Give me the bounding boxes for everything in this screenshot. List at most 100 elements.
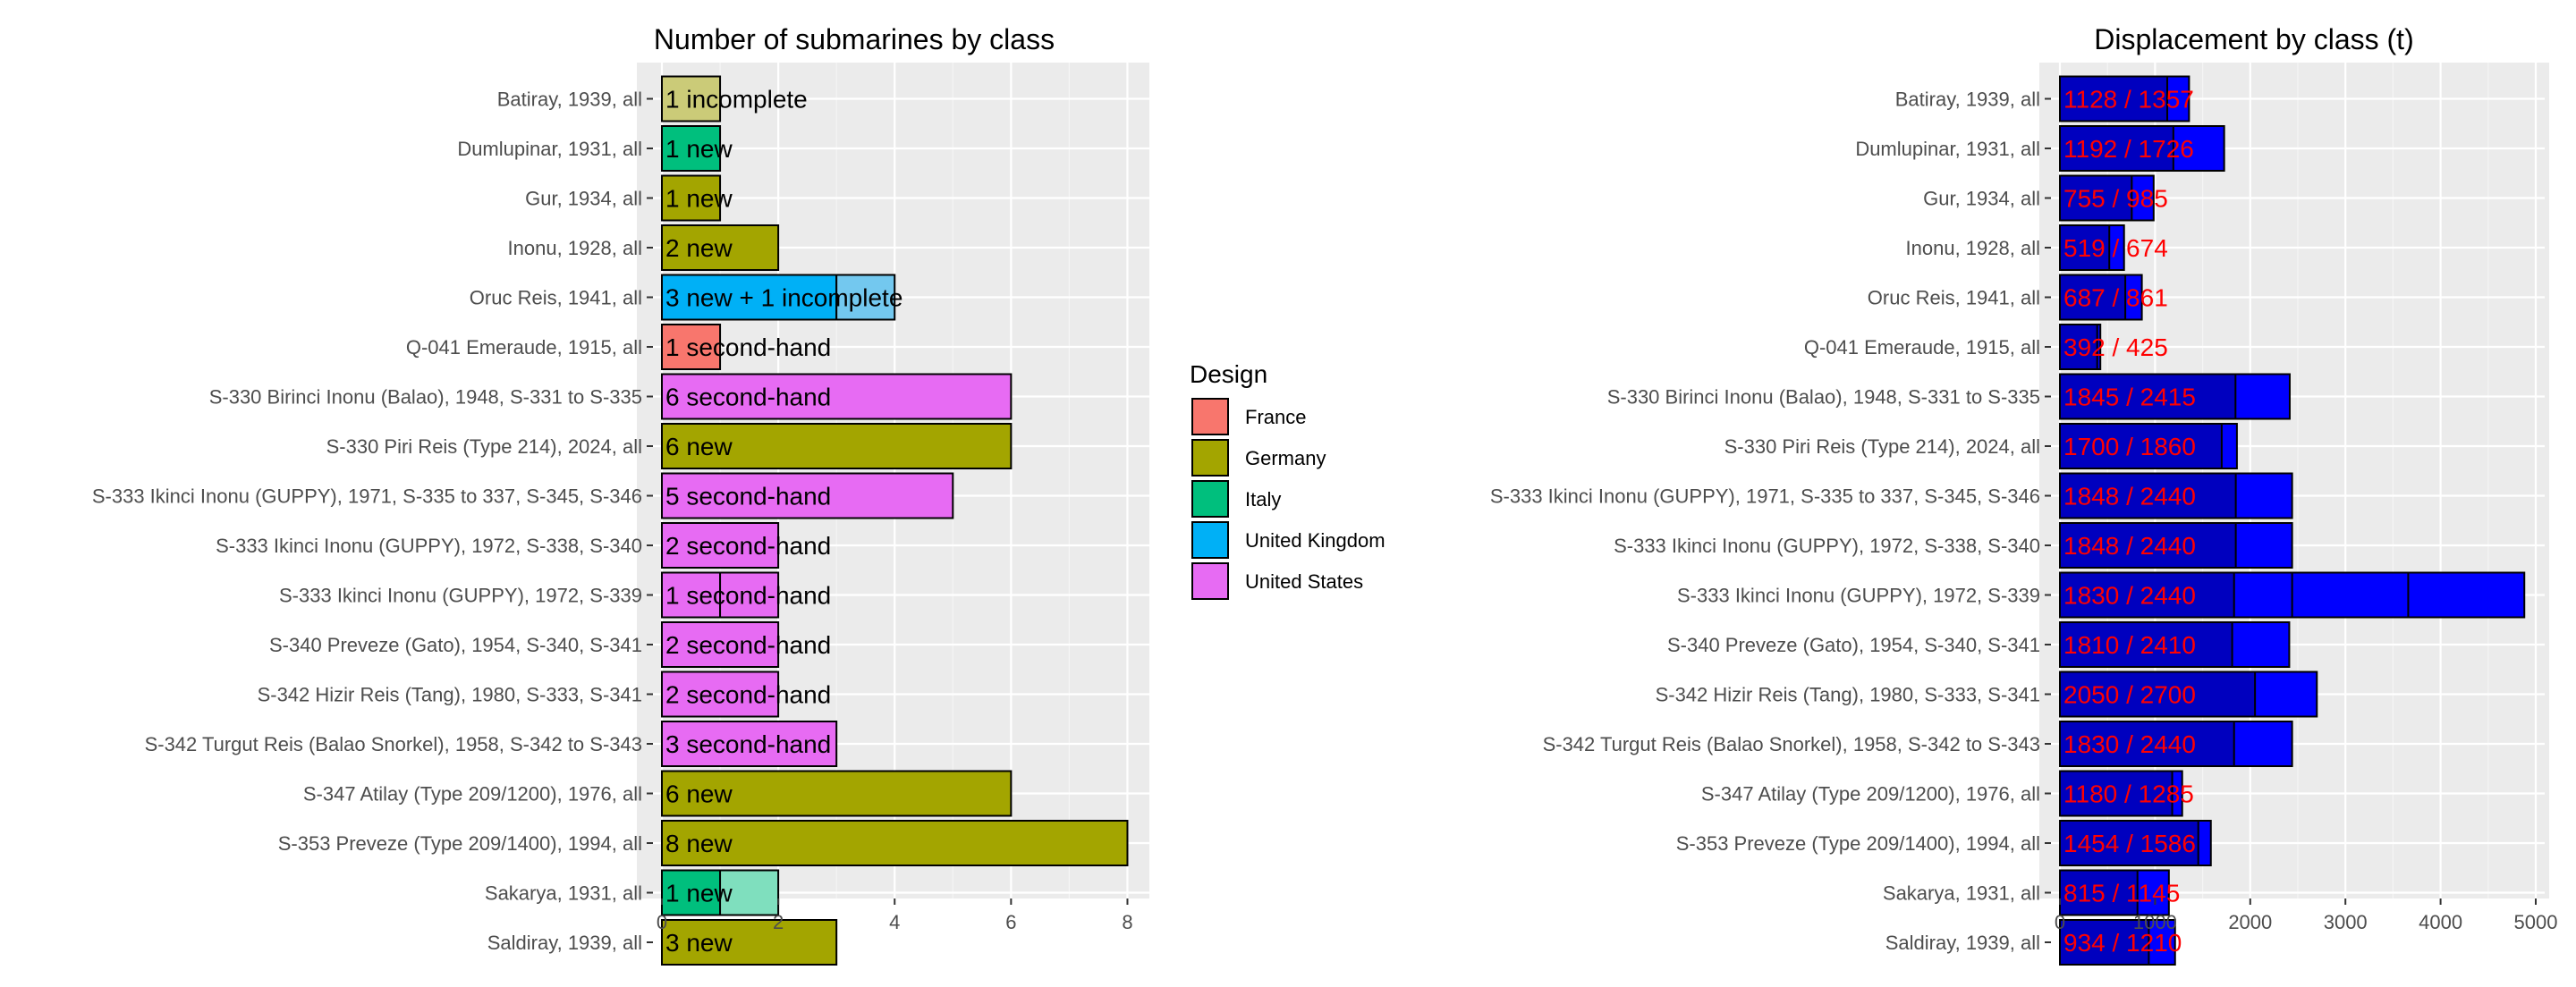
chart2-bar-labels: 1128 / 1357 1192 / 1726 755 / 985 519 / 674…	[2063, 86, 2196, 957]
c1-bar-label: 6 new	[665, 433, 733, 460]
c1-category-label: S-342 Hizir Reis (Tang), 1980, S-333, S-…	[258, 684, 642, 706]
c1-category-label: Q-041 Emeraude, 1915, all	[406, 336, 642, 359]
c1-bar-label: 2 second-hand	[665, 532, 831, 560]
c1-bar-label: 2 second-hand	[665, 631, 831, 659]
c1-bar-label: 1 new	[665, 880, 733, 907]
c2-category-label: S-330 Birinci Inonu (Balao), 1948, S-331…	[1607, 386, 2040, 409]
c2-bar-label: 1128 / 1357	[2063, 86, 2194, 114]
c1-category-label: Dumlupinar, 1931, all	[457, 138, 642, 160]
legend-swatch	[1191, 480, 1229, 518]
c2-bar-surfaced	[2059, 522, 2237, 569]
c2-bar-surfaced	[2059, 869, 2139, 916]
c1-bar	[661, 571, 722, 619]
chart1-category-labels: Batiray, 1939, all Dumlupinar, 1931, all G…	[92, 89, 653, 954]
c2-bar-label: 755 / 985	[2063, 185, 2168, 213]
c1-bar-label: 2 second-hand	[665, 681, 831, 709]
c1-bar	[661, 75, 722, 122]
chart2-category-labels: Batiray, 1939, all Dumlupinar, 1931, all G…	[1490, 89, 2051, 954]
c2-tick-label: 0	[2055, 911, 2065, 933]
c1-bar	[661, 472, 954, 519]
c2-category-label: Q-041 Emeraude, 1915, all	[1804, 336, 2040, 359]
c1-bar-label: 8 new	[665, 830, 733, 857]
c1-bar-label: 3 second-hand	[665, 730, 831, 758]
c1-bar	[661, 324, 722, 370]
c2-category-label: Gur, 1934, all	[1923, 188, 2040, 210]
c1-category-label: Saldiray, 1939, all	[487, 932, 642, 954]
c2-category-label: S-342 Hizir Reis (Tang), 1980, S-333, S-…	[1656, 684, 2040, 706]
c1-category-label: S-353 Preveze (Type 209/1400), 1994, all	[278, 832, 642, 855]
c1-bar	[661, 522, 780, 569]
c1-bar	[661, 919, 838, 966]
c1-bar	[661, 423, 1013, 469]
chart2-x-ticks: 0 1000 2000 3000 4000 5000	[2055, 898, 2557, 933]
c1-bar-label: 1 second-hand	[665, 582, 831, 610]
c1-bar-label: 3 new + 1 incomplete	[665, 284, 902, 312]
c2-bar-surfaced	[2059, 174, 2133, 222]
c1-category-label: S-333 Ikinci Inonu (GUPPY), 1971, S-335 …	[92, 485, 642, 508]
c2-category-label: Dumlupinar, 1931, all	[1855, 138, 2040, 160]
chart1-grid	[653, 63, 1154, 944]
chart-displacement: Displacement by class (t) 1128 / 1357 119…	[1490, 23, 2557, 966]
c1-tick-label: 0	[657, 911, 667, 933]
c1-category-label: Inonu, 1928, all	[508, 237, 642, 259]
c2-bar-label: 1192 / 1726	[2063, 135, 2194, 163]
c1-category-label: S-333 Ikinci Inonu (GUPPY), 1972, S-338,…	[216, 535, 642, 557]
c2-bar-label: 2050 / 2700	[2063, 681, 2196, 709]
c2-bar-label: 815 / 1145	[2063, 880, 2180, 907]
c2-bar-surfaced	[2059, 721, 2235, 767]
c2-category-label: S-353 Preveze (Type 209/1400), 1994, all	[1676, 832, 2040, 855]
c1-bar	[661, 274, 838, 321]
c2-category-label: Sakarya, 1931, all	[1883, 882, 2040, 905]
c1-bar	[661, 671, 780, 718]
c1-bar	[661, 820, 1129, 866]
c2-bar-surfaced	[2059, 472, 2237, 519]
legend-swatch	[1191, 521, 1229, 559]
c1-bar-label: 6 second-hand	[665, 384, 831, 411]
c1-bar-label: 5 second-hand	[665, 483, 831, 510]
chart2-bars	[2059, 75, 2526, 966]
c1-tick-label: 6	[1005, 911, 1016, 933]
c1-category-label: S-347 Atilay (Type 209/1200), 1976, all	[303, 783, 642, 806]
c1-bar-label: 1 second-hand	[665, 333, 831, 361]
c2-category-label: Oruc Reis, 1941, all	[1868, 287, 2040, 309]
c2-bar-surfaced	[2059, 75, 2169, 122]
c2-bar-surfaced	[2059, 820, 2199, 866]
legend-swatch	[1191, 439, 1229, 477]
legend-items: France Germany Italy United Kingdom United S…	[1191, 398, 1385, 600]
c1-bar-label: 3 new	[665, 929, 733, 957]
c2-category-label: S-342 Turgut Reis (Balao Snorkel), 1958,…	[1543, 733, 2040, 755]
c2-category-label: Batiray, 1939, all	[1895, 89, 2040, 111]
c2-bar-label: 1810 / 2410	[2063, 631, 2196, 659]
c1-category-label: S-342 Turgut Reis (Balao Snorkel), 1958,…	[145, 733, 642, 755]
c1-bar	[661, 770, 1013, 817]
c1-bar	[661, 373, 1013, 420]
legend-swatch	[1191, 562, 1229, 600]
legend-label: Italy	[1245, 488, 1281, 510]
c1-bar	[661, 869, 722, 916]
c1-bar	[661, 721, 838, 767]
c2-bar-label: 1830 / 2440	[2063, 582, 2196, 610]
chart-submarine-count: Number of submarines by class 1 incomple…	[92, 23, 1154, 966]
c2-bar-label: 1700 / 1860	[2063, 433, 2196, 460]
c2-category-label: S-333 Ikinci Inonu (GUPPY), 1972, S-338,…	[1614, 535, 2040, 557]
c2-bar-label: 1848 / 2440	[2063, 532, 2196, 560]
c2-tick-label: 2000	[2228, 911, 2272, 933]
c2-bar-surfaced	[2059, 373, 2237, 420]
c1-bar	[661, 224, 780, 271]
legend: Design France Germany Italy United Kingdom U…	[1190, 360, 1385, 600]
c1-bar	[661, 174, 722, 222]
c2-bar-surfaced	[2059, 571, 2235, 619]
c1-bar-label: 6 new	[665, 780, 733, 808]
c2-bar-label: 934 / 1210	[2063, 929, 2182, 957]
c2-bar-surfaced	[2059, 324, 2098, 370]
c1-tick-label: 4	[889, 911, 900, 933]
c2-bar-surfaced	[2059, 621, 2233, 668]
legend-label: France	[1245, 406, 1306, 428]
c2-bar-label: 687 / 861	[2063, 284, 2168, 312]
c1-bar	[835, 274, 896, 321]
c2-tick-label: 4000	[2419, 911, 2462, 933]
c1-bar	[661, 125, 722, 172]
c2-bar-surfaced	[2059, 770, 2174, 817]
c2-bar-surfaced	[2059, 671, 2257, 718]
